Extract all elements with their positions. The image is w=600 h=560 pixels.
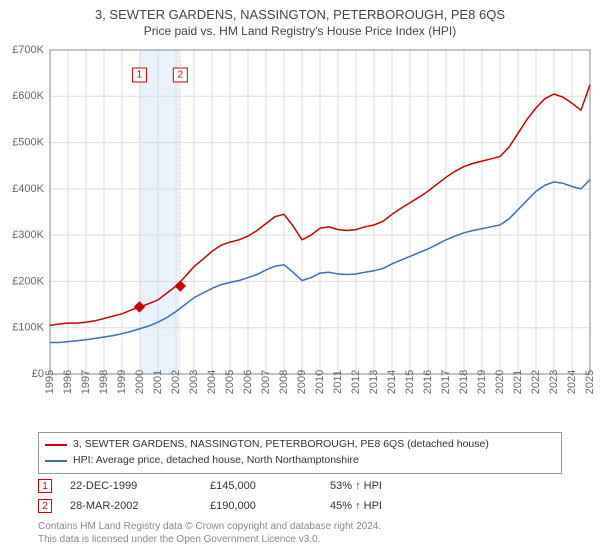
svg-text:£500K: £500K [12,136,44,148]
chart-title: 3, SEWTER GARDENS, NASSINGTON, PETERBORO… [0,0,600,24]
svg-text:2022: 2022 [530,370,542,394]
svg-text:2018: 2018 [458,370,470,394]
svg-text:2001: 2001 [152,370,164,394]
footer-line: This data is licensed under the Open Gov… [38,533,562,546]
svg-text:2008: 2008 [278,370,290,394]
svg-text:2004: 2004 [206,370,218,394]
svg-text:£100K: £100K [12,322,44,334]
svg-text:2009: 2009 [296,370,308,394]
svg-text:£700K: £700K [12,44,44,56]
svg-text:2007: 2007 [260,370,272,394]
legend-swatch [45,460,67,462]
legend-swatch [45,444,67,446]
svg-text:2019: 2019 [476,370,488,394]
sale-marker-number: 2 [42,501,48,512]
svg-text:1999: 1999 [116,370,128,394]
svg-text:£300K: £300K [12,229,44,241]
svg-text:1995: 1995 [44,370,56,394]
svg-text:2014: 2014 [386,370,398,394]
legend-box: 3, SEWTER GARDENS, NASSINGTON, PETERBORO… [38,432,562,474]
footer-attribution: Contains HM Land Registry data © Crown c… [38,520,562,546]
svg-text:£400K: £400K [12,183,44,195]
svg-text:1: 1 [137,70,143,81]
sale-marker-box: 1 [38,479,52,493]
sales-row: 2 28-MAR-2002 £190,000 45% ↑ HPI [38,496,562,516]
chart-container: 3, SEWTER GARDENS, NASSINGTON, PETERBORO… [0,0,600,560]
svg-text:2010: 2010 [314,370,326,394]
chart-plot-area: £0 £100K £200K £300K £400K £500K £600K £700K 199… [0,42,600,422]
sale-marker-box: 2 [38,499,52,513]
svg-text:2000: 2000 [134,370,146,394]
svg-text:2017: 2017 [440,370,452,394]
sale-price: £145,000 [210,480,330,492]
footer-line: Contains HM Land Registry data © Crown c… [38,520,562,533]
svg-text:2: 2 [178,70,184,81]
svg-text:2023: 2023 [548,370,560,394]
svg-text:1996: 1996 [62,370,74,394]
sale-date: 22-DEC-1999 [70,480,210,492]
svg-text:£200K: £200K [12,275,44,287]
sale-relative: 45% ↑ HPI [330,500,450,512]
chart-subtitle: Price paid vs. HM Land Registry's House … [0,24,600,42]
legend-label: HPI: Average price, detached house, Nort… [73,453,359,469]
svg-text:2020: 2020 [494,370,506,394]
svg-text:2003: 2003 [188,370,200,394]
svg-text:£600K: £600K [12,90,44,102]
svg-text:2011: 2011 [332,370,344,394]
svg-text:1998: 1998 [98,370,110,394]
svg-text:2016: 2016 [422,370,434,394]
sale-marker-number: 1 [42,481,48,492]
svg-text:2015: 2015 [404,370,416,394]
legend-label: 3, SEWTER GARDENS, NASSINGTON, PETERBORO… [73,437,489,453]
legend-item: 3, SEWTER GARDENS, NASSINGTON, PETERBORO… [45,437,555,453]
sales-table: 1 22-DEC-1999 £145,000 53% ↑ HPI 2 28-MA… [38,476,562,516]
svg-text:2025: 2025 [584,370,596,394]
sale-price: £190,000 [210,500,330,512]
svg-text:2012: 2012 [350,370,362,394]
sale-relative: 53% ↑ HPI [330,480,450,492]
svg-text:2021: 2021 [512,370,524,394]
svg-text:2005: 2005 [224,370,236,394]
svg-text:2024: 2024 [566,370,578,394]
sale-date: 28-MAR-2002 [70,500,210,512]
sales-row: 1 22-DEC-1999 £145,000 53% ↑ HPI [38,476,562,496]
svg-text:2002: 2002 [170,370,182,394]
svg-text:2006: 2006 [242,370,254,394]
svg-text:2013: 2013 [368,370,380,394]
svg-text:£0: £0 [32,368,44,380]
svg-text:1997: 1997 [80,370,92,394]
legend-item: HPI: Average price, detached house, Nort… [45,453,555,469]
